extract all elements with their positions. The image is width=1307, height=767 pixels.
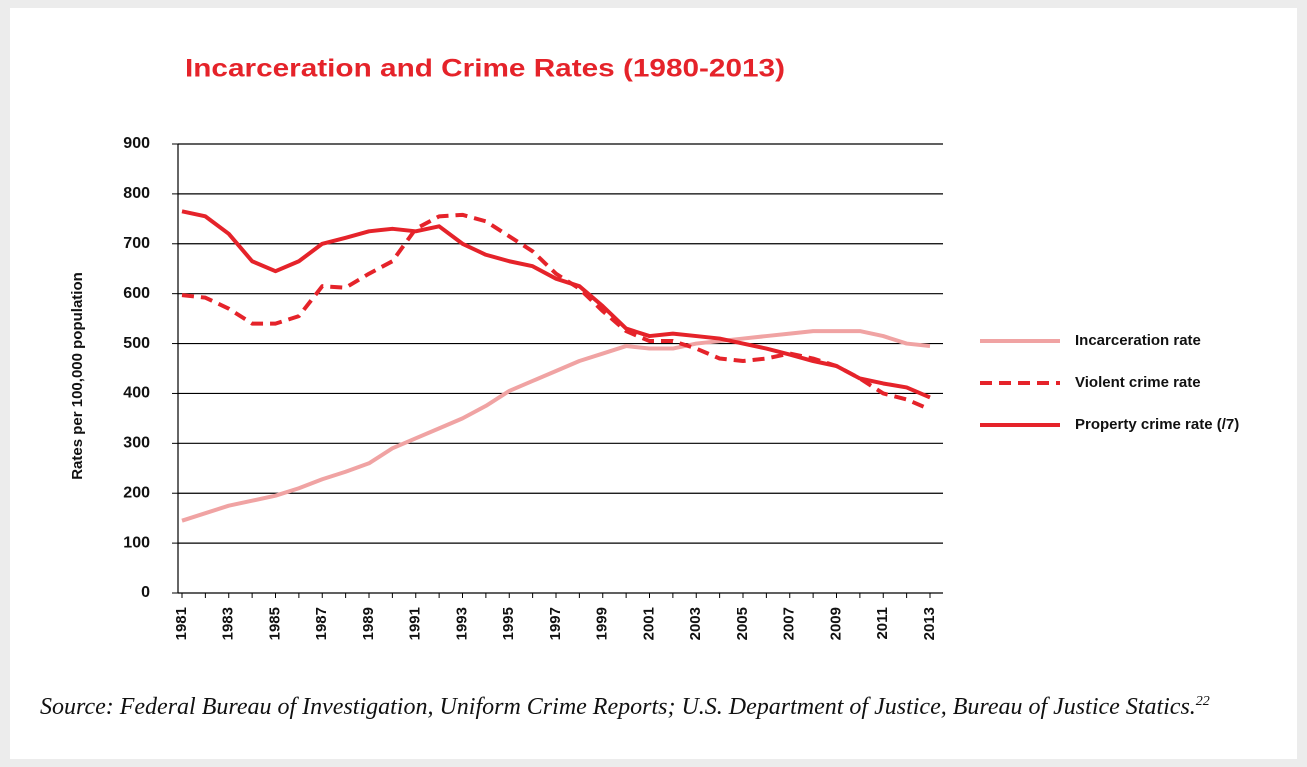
footnote-ref: 22 bbox=[1195, 694, 1210, 709]
x-tick-label: 1981 bbox=[173, 607, 190, 640]
x-tick-label: 2001 bbox=[640, 607, 657, 640]
y-tick-label: 500 bbox=[123, 335, 150, 352]
chart-title: Incarceration and Crime Rates (1980-2013… bbox=[185, 55, 785, 83]
source-text: Source: Federal Bureau of Investigation,… bbox=[40, 694, 1196, 720]
y-tick-label: 300 bbox=[123, 435, 150, 452]
x-tick-label: 2005 bbox=[734, 607, 751, 640]
x-tick-label: 1999 bbox=[594, 607, 611, 640]
x-tick-label: 2003 bbox=[687, 607, 704, 640]
y-tick-label: 600 bbox=[123, 285, 150, 302]
legend-label: Incarceration rate bbox=[1075, 332, 1201, 349]
legend-label: Violent crime rate bbox=[1075, 374, 1201, 391]
y-tick-label: 900 bbox=[123, 135, 150, 152]
x-tick-label: 2007 bbox=[781, 607, 798, 640]
y-tick-label: 700 bbox=[123, 235, 150, 252]
sheet: Incarceration and Crime Rates (1980-2013… bbox=[10, 8, 1297, 759]
x-tick-label: 1991 bbox=[407, 607, 424, 640]
x-tick-label: 1997 bbox=[547, 607, 564, 640]
x-tick-label: 1995 bbox=[500, 607, 517, 640]
series-line bbox=[181, 329, 931, 523]
source-note: Source: Federal Bureau of Investigation,… bbox=[40, 688, 1280, 726]
x-tick-label: 2013 bbox=[921, 607, 938, 640]
y-tick-label: 100 bbox=[123, 534, 150, 551]
x-tick-label: 1993 bbox=[453, 607, 470, 640]
y-tick-label: 400 bbox=[123, 385, 150, 402]
x-tick-label: 1983 bbox=[220, 607, 237, 640]
y-tick-label: 800 bbox=[123, 185, 150, 202]
series-line bbox=[181, 209, 931, 400]
x-tick-label: 1987 bbox=[313, 607, 330, 640]
y-tick-label: 200 bbox=[123, 484, 150, 501]
x-tick-label: 1985 bbox=[266, 607, 283, 640]
chart: Incarceration and Crime Rates (1980-2013… bbox=[69, 55, 1239, 641]
series-line bbox=[181, 212, 931, 412]
y-tick-label: 0 bbox=[141, 584, 150, 601]
y-axis-label: Rates per 100,000 population bbox=[69, 272, 86, 480]
x-tick-label: 1989 bbox=[360, 607, 377, 640]
x-tick-label: 2009 bbox=[827, 607, 844, 640]
legend-label: Property crime rate (/7) bbox=[1075, 416, 1239, 433]
x-tick-label: 2011 bbox=[874, 607, 891, 640]
